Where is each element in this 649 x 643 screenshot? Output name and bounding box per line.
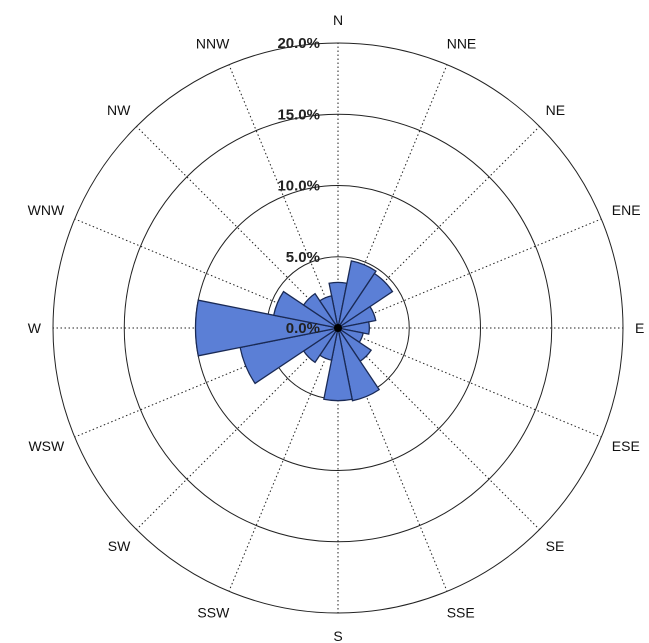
direction-label-nne: NNE	[447, 35, 477, 51]
petal-sse	[337, 327, 381, 402]
petal-nne	[337, 260, 377, 329]
spoke-ene	[337, 218, 602, 329]
direction-label-s: S	[333, 628, 342, 643]
petal-ne	[337, 272, 394, 329]
grid-ring-15	[123, 113, 553, 543]
petal-nw	[302, 292, 339, 329]
direction-spokes	[53, 43, 623, 613]
petal-e	[337, 321, 370, 335]
petal-nnw	[318, 295, 339, 329]
radial-tick-label: 15.0%	[277, 106, 320, 123]
spoke-sw	[136, 327, 339, 530]
direction-label-nw: NW	[107, 102, 131, 118]
direction-label-sw: SW	[108, 538, 131, 554]
petal-w	[194, 299, 339, 357]
direction-label-se: SE	[546, 538, 565, 554]
direction-label-nnw: NNW	[196, 35, 230, 51]
direction-label-ne: NE	[546, 102, 565, 118]
direction-label-sse: SSE	[447, 605, 475, 621]
direction-label-ese: ESE	[612, 438, 640, 454]
center-dot	[334, 324, 342, 332]
direction-labels: N NNE NE ENE E ESE SE SSE S SSW SW WSW W WNW NW NNW	[28, 12, 645, 643]
spoke-ne	[337, 126, 540, 329]
direction-label-n: N	[333, 12, 343, 28]
spoke-nnw	[228, 64, 339, 329]
direction-label-wsw: WSW	[28, 438, 65, 454]
wind-petals	[194, 260, 394, 402]
petal-s	[323, 327, 353, 402]
direction-label-w: W	[28, 320, 42, 336]
direction-label-ssw: SSW	[197, 605, 230, 621]
direction-label-wnw: WNW	[28, 202, 65, 218]
radial-tick-label: 0.0%	[286, 320, 320, 337]
spoke-nw	[136, 126, 339, 329]
spoke-ese	[337, 327, 602, 438]
spoke-wsw	[74, 327, 339, 438]
direction-label-e: E	[635, 320, 644, 336]
direction-label-ene: ENE	[612, 202, 641, 218]
spoke-wnw	[74, 218, 339, 329]
radial-tick-label: 10.0%	[277, 178, 320, 195]
spoke-sse	[337, 327, 448, 592]
radial-tick-label: 5.0%	[286, 249, 320, 266]
spoke-se	[337, 327, 540, 530]
spoke-nne	[337, 64, 448, 329]
petal-ene	[337, 305, 377, 329]
spoke-ssw	[228, 327, 339, 592]
radial-tick-labels: 0.0% 5.0% 10.0% 15.0% 20.0%	[277, 35, 320, 337]
petal-wnw	[272, 290, 339, 329]
radial-tick-label: 20.0%	[277, 35, 320, 52]
